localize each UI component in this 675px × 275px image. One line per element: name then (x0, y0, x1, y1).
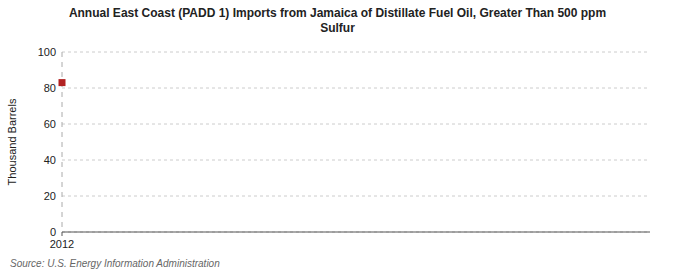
y-tick-label: 80 (44, 82, 56, 94)
source-note: Source: U.S. Energy Information Administ… (10, 258, 220, 269)
y-grid-line (62, 52, 650, 53)
grid (62, 52, 650, 232)
y-grid-line (62, 232, 650, 233)
y-axis-label: Thousand Barrels (6, 98, 18, 185)
y-tick-label: 0 (50, 226, 56, 238)
points (59, 79, 66, 86)
chart-container: Annual East Coast (PADD 1) Imports from … (0, 0, 675, 275)
x-tick (62, 232, 63, 236)
y-grid-line (62, 160, 650, 161)
y-grid-line (62, 196, 650, 197)
y-tick-label: 100 (38, 46, 56, 58)
y-tick-label: 20 (44, 190, 56, 202)
y-tick-label: 40 (44, 154, 56, 166)
point (59, 79, 66, 86)
y-grid-line (62, 88, 650, 89)
x-tick-label: 2012 (50, 238, 74, 250)
y-grid-line (62, 124, 650, 125)
x-grid-line (62, 52, 63, 232)
chart-svg: Annual East Coast (PADD 1) Imports from … (0, 0, 675, 275)
x-axis-line (62, 232, 650, 233)
y-tick-label: 60 (44, 118, 56, 130)
title: Annual East Coast (PADD 1) Imports from … (69, 6, 606, 35)
